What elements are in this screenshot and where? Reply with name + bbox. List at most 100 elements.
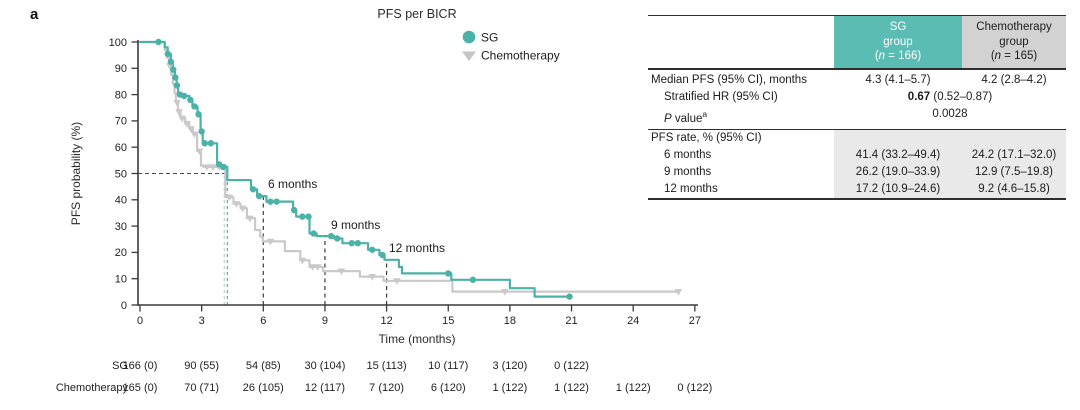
censor-circle-sg <box>187 96 194 104</box>
censor-circle-sg <box>327 232 335 240</box>
censor-circle-sg <box>201 140 208 147</box>
censor-triangle-chemotherapy <box>368 273 377 281</box>
censor-circle-sg <box>369 246 376 253</box>
y-tick-label-70: 70 <box>115 116 127 128</box>
at-risk-value: 26 (105) <box>243 382 284 394</box>
median-pfs-block: Median PFS (95% CI), months 4.3 (4.1–5.7… <box>648 70 1066 131</box>
chemo-header-line2: group <box>999 35 1029 48</box>
x-tick-label-9: 9 <box>322 315 328 327</box>
legend-chemotherapy-triangle-icon <box>462 51 476 61</box>
censor-circle-sg <box>255 192 263 200</box>
censor-circle-sg <box>191 103 198 110</box>
at-risk-value: 90 (55) <box>184 360 219 372</box>
censor-marks <box>155 38 683 300</box>
y-tick-label-20: 20 <box>115 247 127 259</box>
y-tick-label-90: 90 <box>115 63 127 75</box>
y-tick-label-10: 10 <box>115 274 127 286</box>
censor-circle-sg <box>164 50 171 58</box>
censor-triangle-chemotherapy <box>313 264 322 271</box>
censor-triangle-chemotherapy <box>183 120 191 128</box>
annotation-9-months: 9 months <box>331 218 380 232</box>
x-tick-label-15: 15 <box>442 315 454 327</box>
pfs-rate-chemo-empty <box>962 130 1066 148</box>
x-tick-label-27: 27 <box>689 315 701 327</box>
censor-circle-sg <box>445 270 452 277</box>
rate-12-months-chemo-value: 9.2 (4.6–15.8) <box>962 181 1066 199</box>
chemo-header-n: (n = 165) <box>990 50 1038 62</box>
censor-triangle-chemotherapy <box>190 131 199 139</box>
censor-triangle-chemotherapy <box>674 288 683 296</box>
censor-triangle-chemotherapy <box>298 257 307 265</box>
median-pfs-row: Median PFS (95% CI), months 4.3 (4.1–5.7… <box>648 72 1066 89</box>
censor-circle-sg <box>195 111 202 118</box>
censor-circle-sg <box>170 66 177 73</box>
censor-circle-sg <box>305 213 312 220</box>
p-value-label: P valuea <box>664 108 708 125</box>
rate-6-months-label: 6 months <box>664 149 712 162</box>
rate-9-months-chemo-value: 12.9 (7.5–19.8) <box>962 164 1066 182</box>
stats-table-header-row: SG group (n = 166) Chemotherapy group (n… <box>648 16 1066 70</box>
censor-triangle-chemotherapy <box>500 288 509 296</box>
y-tick-label-30: 30 <box>115 221 127 233</box>
at-risk-value: 10 (117) <box>428 360 468 372</box>
legend: SG Chemotherapy <box>462 31 560 63</box>
censor-circle-sg <box>310 230 317 237</box>
y-tick-label-0: 0 <box>121 300 127 312</box>
at-risk-row-label: SG <box>112 360 128 372</box>
stratified-hr-row: Stratified HR (95% CI) 0.67 (0.52–0.87) <box>648 89 1066 106</box>
stratified-hr-label: Stratified HR (95% CI) <box>664 90 778 103</box>
y-tick-label-40: 40 <box>115 195 127 207</box>
at-risk-value: 1 (122) <box>492 382 527 394</box>
censor-circle-sg <box>379 251 386 259</box>
x-axis-title: Time (months) <box>379 332 456 346</box>
pfs-rate-label: PFS rate, % (95% CI) <box>651 132 762 145</box>
at-risk-value: 7 (120) <box>369 382 404 394</box>
x-tick-label-0: 0 <box>137 315 143 327</box>
sg-group-header: SG group (n = 166) <box>834 16 962 68</box>
pfs-rate-header-row: PFS rate, % (95% CI) <box>648 130 1066 148</box>
censor-circle-sg <box>172 74 179 81</box>
median-pfs-sg-value: 4.3 (4.1–5.7) <box>865 73 931 86</box>
rate-6-months-sg-value: 41.4 (33.2–49.4) <box>834 147 962 165</box>
censor-circle-sg <box>290 206 298 214</box>
at-risk-value: 3 (120) <box>492 360 527 372</box>
censor-triangle-chemotherapy <box>337 268 346 276</box>
censor-circle-sg <box>348 239 355 247</box>
rate-12-months-label: 12 months <box>664 183 718 196</box>
censor-triangle-chemotherapy <box>178 115 186 123</box>
pfs-rate-sg-empty <box>834 130 962 148</box>
censor-circle-sg <box>207 140 215 147</box>
censor-triangle-chemotherapy <box>225 194 234 202</box>
censor-circle-sg <box>155 38 162 46</box>
annotations: 6 months 9 months 12 months <box>268 177 445 255</box>
legend-chemotherapy-label: Chemotherapy <box>481 49 560 63</box>
at-risk-value: 166 (0) <box>123 360 158 372</box>
axes: 0 3 6 9 12 15 18 21 24 27 0 10 20 30 40 50 60 70 80 90 100 <box>109 37 701 327</box>
censor-circle-sg <box>180 92 188 100</box>
censor-circle-sg <box>173 82 181 89</box>
censor-circle-sg <box>334 235 341 242</box>
chemo-header-line1: Chemotherapy <box>976 21 1052 33</box>
censor-circle-sg <box>220 163 227 171</box>
y-tick-label-50: 50 <box>115 168 127 180</box>
at-risk-value: 70 (71) <box>184 382 219 394</box>
sg-header-line2: group <box>883 35 913 48</box>
annotation-12-months: 12 months <box>389 241 445 255</box>
at-risk-value: 54 (85) <box>246 360 281 372</box>
censor-triangle-chemotherapy <box>187 126 195 133</box>
x-tick-label-21: 21 <box>565 315 577 327</box>
at-risk-value: 0 (122) <box>554 360 589 372</box>
at-risk-value: 1 (122) <box>616 382 651 394</box>
y-tick-label-80: 80 <box>115 89 127 101</box>
at-risk-value: 1 (122) <box>554 382 589 394</box>
censor-circle-sg <box>354 239 362 247</box>
legend-sg-circle-icon <box>462 30 476 44</box>
censor-circle-sg <box>566 293 573 300</box>
censor-circle-sg <box>299 213 306 220</box>
legend-sg-label: SG <box>481 31 498 45</box>
x-tick-label-3: 3 <box>199 315 205 327</box>
censor-triangle-chemotherapy <box>173 99 181 107</box>
